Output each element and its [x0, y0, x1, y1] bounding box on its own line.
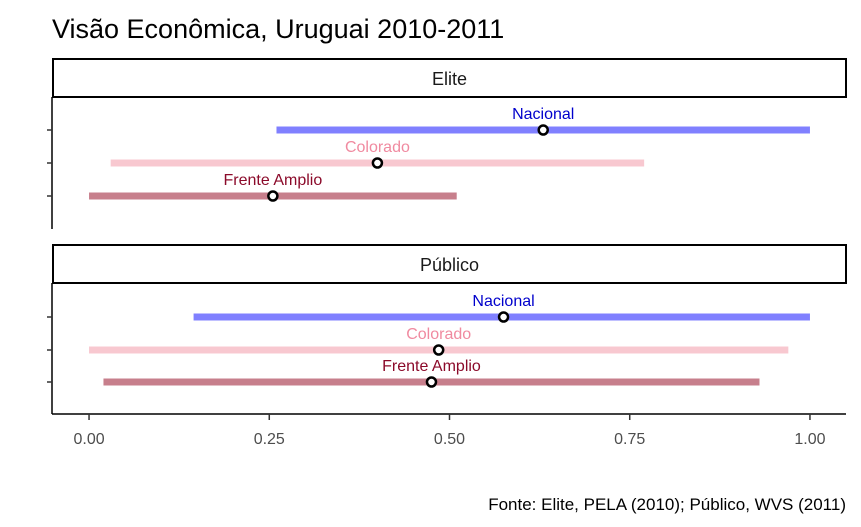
x-tick-label: 0.25 [254, 431, 285, 448]
point-frente-amplio [267, 190, 279, 202]
x-axis-ticks: 0.00 0.25 0.50 0.75 1.00 [73, 414, 826, 448]
chart-title: Visão Econômica, Uruguai 2010-2011 [52, 14, 504, 44]
point-nacional [537, 124, 549, 136]
panel-marks: Nacional Colorado Frente Amplio [47, 106, 810, 202]
panel-strip [52, 58, 847, 98]
label-colorado: Colorado [345, 139, 410, 156]
point-nacional [497, 311, 510, 323]
panel-elite: Elite Nacional Colorado Frente Amplio [47, 58, 847, 229]
point-frente-amplio [425, 376, 438, 388]
label-frente-amplio: Frente Amplio [224, 172, 323, 189]
panel-strip-label: Elite [432, 69, 467, 89]
label-nacional: Nacional [512, 106, 574, 123]
x-tick-label: 0.00 [73, 431, 104, 448]
label-nacional: Nacional [472, 293, 534, 310]
x-tick-label: 0.75 [614, 431, 645, 448]
panel-strip-label: Público [420, 255, 479, 275]
panel-strip [52, 244, 847, 284]
point-colorado [371, 157, 384, 169]
label-frente-amplio: Frente Amplio [382, 358, 481, 375]
x-tick-label: 0.50 [434, 431, 465, 448]
chart-caption: Fonte: Elite, PELA (2010); Público, WVS … [488, 495, 846, 514]
label-colorado: Colorado [406, 326, 471, 343]
x-tick-label: 1.00 [794, 431, 825, 448]
point-colorado [432, 344, 445, 356]
